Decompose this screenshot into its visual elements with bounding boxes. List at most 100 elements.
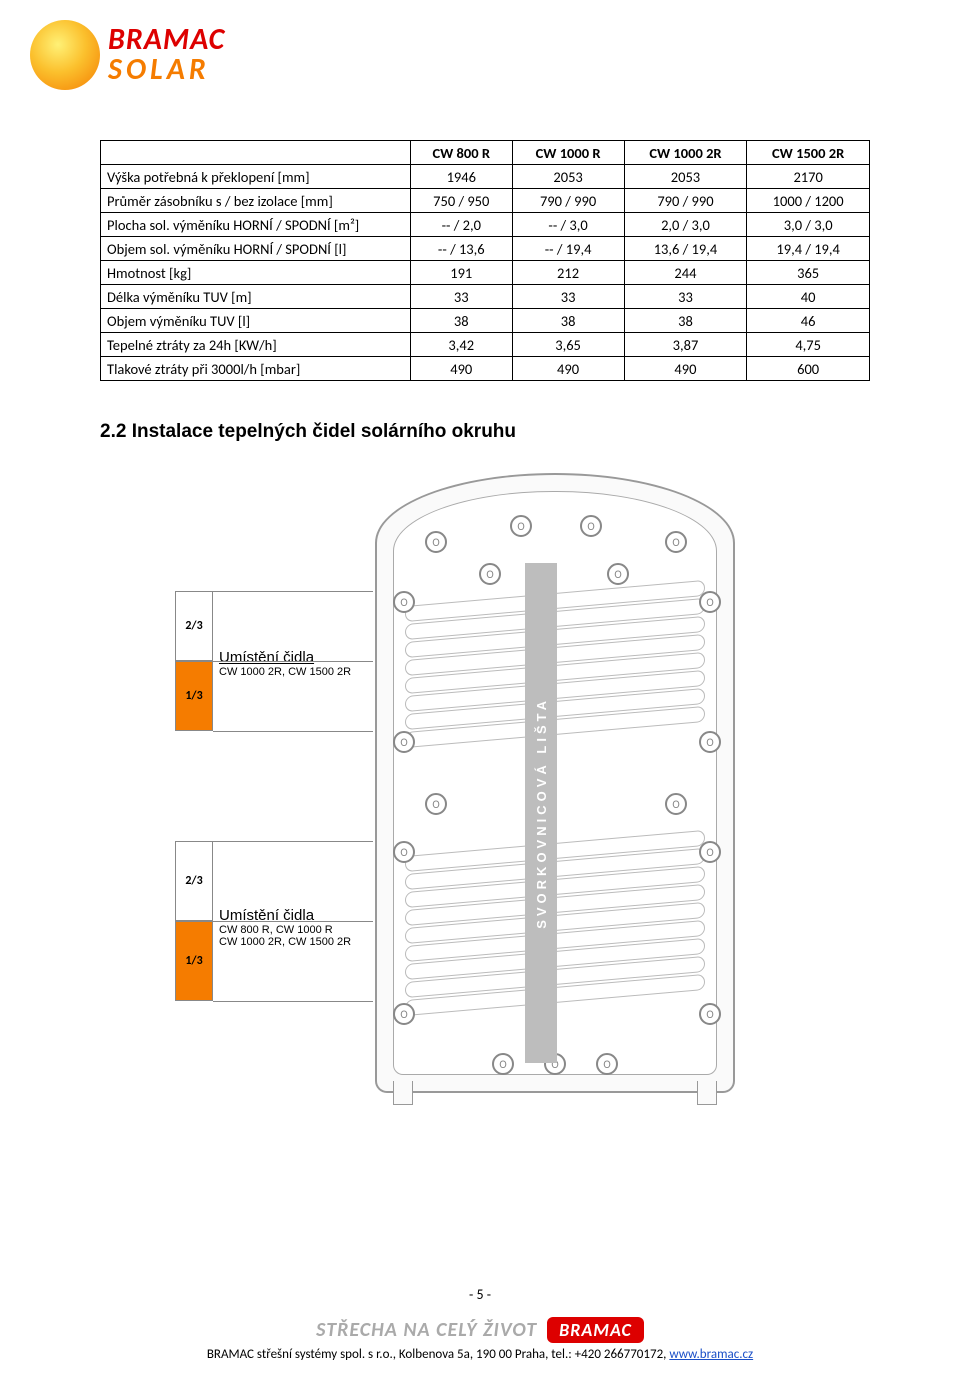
cell: 490	[512, 357, 624, 381]
cell: 38	[411, 309, 513, 333]
section-title: 2.2 Instalace tepelných čidel solárního …	[100, 421, 870, 443]
cell: 38	[624, 309, 747, 333]
addr-link[interactable]: www.bramac.cz	[669, 1347, 753, 1362]
cell: 13,6 / 19,4	[624, 237, 747, 261]
cell: 3,42	[411, 333, 513, 357]
table-row: Objem výměníku TUV [l]38383846	[101, 309, 870, 333]
table-row: Tlakové ztráty při 3000l/h [mbar]4904904…	[101, 357, 870, 381]
cell: 33	[512, 285, 624, 309]
frac-23: 2/3	[175, 841, 213, 921]
row-label: Objem výměníku TUV [l]	[101, 309, 411, 333]
terminal-strip: SVORKOVNICOVÁ LIŠTA	[525, 563, 557, 1063]
port-icon: O	[699, 1003, 721, 1025]
port-icon: O	[699, 731, 721, 753]
sun-icon	[30, 20, 100, 90]
row-label: Délka výměníku TUV [m]	[101, 285, 411, 309]
port-icon: O	[607, 563, 629, 585]
cell: 2053	[624, 165, 747, 189]
strip-label: SVORKOVNICOVÁ LIŠTA	[534, 697, 549, 929]
frac-13: 1/3	[175, 661, 213, 731]
col-header: CW 1000 2R	[624, 141, 747, 165]
cell: 790 / 990	[624, 189, 747, 213]
row-label: Tepelné ztráty za 24h [KW/h]	[101, 333, 411, 357]
guide-upper: 2/3 1/3 Umístění čidla CW 1000 2R, CW 15…	[175, 591, 375, 731]
port-icon: O	[699, 841, 721, 863]
cell: 790 / 990	[512, 189, 624, 213]
guide-sub: CW 800 R, CW 1000 R CW 1000 2R, CW 1500 …	[219, 924, 389, 948]
cell: 600	[747, 357, 870, 381]
port-icon: O	[492, 1053, 514, 1075]
footer-slogan: STŘECHA NA CELÝ ŽIVOT BRAMAC	[316, 1317, 644, 1343]
table-row: Průměr zásobníku s / bez izolace [mm]750…	[101, 189, 870, 213]
guide-title: Umístění čidla	[219, 649, 389, 666]
page-footer: - 5 - STŘECHA NA CELÝ ŽIVOT BRAMAC BRAMA…	[0, 1276, 960, 1380]
table-row: Tepelné ztráty za 24h [KW/h]3,423,653,87…	[101, 333, 870, 357]
cell: 490	[624, 357, 747, 381]
cell: 2,0 / 3,0	[624, 213, 747, 237]
table-row: Objem sol. výměníku HORNÍ / SPODNÍ [l]--…	[101, 237, 870, 261]
cell: 212	[512, 261, 624, 285]
bramac-badge: BRAMAC	[547, 1317, 644, 1343]
cell: 1946	[411, 165, 513, 189]
cell: 40	[747, 285, 870, 309]
guide-lower: 2/3 1/3 Umístění čidla CW 800 R, CW 1000…	[175, 841, 375, 1001]
cell: 244	[624, 261, 747, 285]
guide-sub: CW 1000 2R, CW 1500 2R	[219, 666, 389, 678]
row-label: Výška potřebná k překlopení [mm]	[101, 165, 411, 189]
footer-address: BRAMAC střešní systémy spol. s r.o., Kol…	[0, 1347, 960, 1362]
cell: 3,0 / 3,0	[747, 213, 870, 237]
table-row: Délka výměníku TUV [m]33333340	[101, 285, 870, 309]
row-label: Objem sol. výměníku HORNÍ / SPODNÍ [l]	[101, 237, 411, 261]
row-label: Hmotnost [kg]	[101, 261, 411, 285]
cell: 750 / 950	[411, 189, 513, 213]
logo-line2: SOLAR	[108, 55, 225, 85]
col-header: CW 800 R	[411, 141, 513, 165]
cell: -- / 19,4	[512, 237, 624, 261]
page-number: - 5 -	[0, 1286, 960, 1303]
cell: 33	[411, 285, 513, 309]
row-label: Plocha sol. výměníku HORNÍ / SPODNÍ [m²]	[101, 213, 411, 237]
port-icon: O	[596, 1053, 618, 1075]
cell: 490	[411, 357, 513, 381]
cell: 191	[411, 261, 513, 285]
port-icon: O	[665, 793, 687, 815]
cell: 4,75	[747, 333, 870, 357]
port-icon: O	[425, 531, 447, 553]
table-row: Hmotnost [kg]191212244365	[101, 261, 870, 285]
cell: -- / 3,0	[512, 213, 624, 237]
port-icon: O	[425, 793, 447, 815]
tank-foot	[697, 1081, 717, 1105]
cell: 33	[624, 285, 747, 309]
port-icon: O	[393, 591, 415, 613]
table-header-row: CW 800 R CW 1000 R CW 1000 2R CW 1500 2R	[101, 141, 870, 165]
port-icon: O	[393, 841, 415, 863]
cell: -- / 13,6	[411, 237, 513, 261]
port-icon: O	[580, 515, 602, 537]
logo-header: BRAMAC SOLAR	[30, 20, 225, 90]
row-label: Průměr zásobníku s / bez izolace [mm]	[101, 189, 411, 213]
port-icon: O	[665, 531, 687, 553]
port-icon: O	[393, 1003, 415, 1025]
frac-13: 1/3	[175, 921, 213, 1001]
frac-23: 2/3	[175, 591, 213, 661]
cell: 46	[747, 309, 870, 333]
port-icon: O	[699, 591, 721, 613]
tank-foot	[393, 1081, 413, 1105]
cell: 3,87	[624, 333, 747, 357]
col-header: CW 1000 R	[512, 141, 624, 165]
cell: -- / 2,0	[411, 213, 513, 237]
cell: 1000 / 1200	[747, 189, 870, 213]
cell: 38	[512, 309, 624, 333]
table-row: Plocha sol. výměníku HORNÍ / SPODNÍ [m²]…	[101, 213, 870, 237]
cell: 365	[747, 261, 870, 285]
cell: 2170	[747, 165, 870, 189]
spec-table: CW 800 R CW 1000 R CW 1000 2R CW 1500 2R…	[100, 140, 870, 381]
port-icon: O	[510, 515, 532, 537]
slogan-text: STŘECHA NA CELÝ ŽIVOT	[316, 1318, 537, 1342]
addr-text: BRAMAC střešní systémy spol. s r.o., Kol…	[207, 1347, 669, 1362]
port-icon: O	[393, 731, 415, 753]
col-header: CW 1500 2R	[747, 141, 870, 165]
row-label: Tlakové ztráty při 3000l/h [mbar]	[101, 357, 411, 381]
cell: 2053	[512, 165, 624, 189]
port-icon: O	[479, 563, 501, 585]
